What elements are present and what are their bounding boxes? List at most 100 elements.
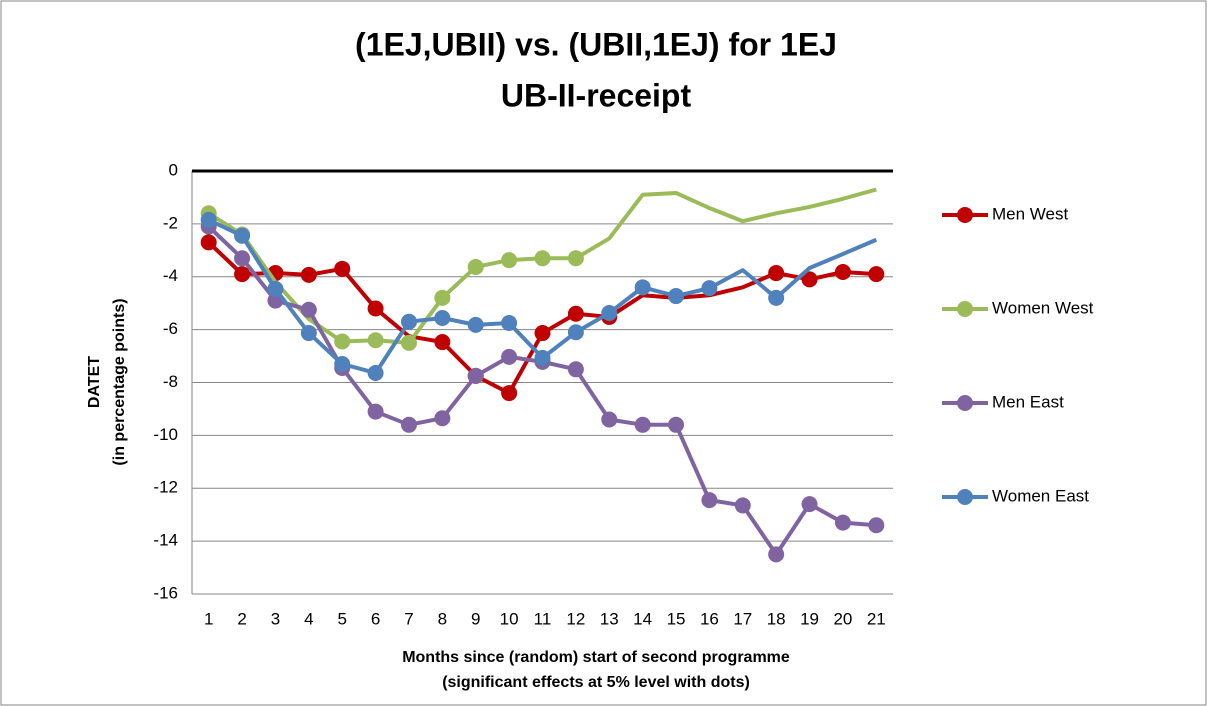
x-tick-label: 6 [371, 609, 380, 628]
data-point [334, 260, 351, 277]
y-tick-label: -6 [163, 319, 178, 338]
data-point [367, 364, 384, 381]
data-point [768, 289, 785, 306]
data-point [634, 416, 651, 433]
data-point [467, 258, 484, 275]
data-point [400, 313, 417, 330]
y-axis-label: DATET [86, 356, 103, 408]
data-point [234, 250, 251, 267]
data-point [267, 280, 284, 297]
data-point [534, 325, 551, 342]
x-tick-label: 18 [767, 609, 786, 628]
data-point [567, 250, 584, 267]
x-tick-label: 14 [633, 609, 652, 628]
x-tick-label: 20 [833, 609, 852, 628]
legend-marker [957, 301, 973, 317]
data-point [534, 250, 551, 267]
data-point [467, 316, 484, 333]
x-tick-label: 4 [304, 609, 313, 628]
data-point [434, 309, 451, 326]
y-axis-label: (in percentage points) [111, 298, 128, 465]
data-point [567, 361, 584, 378]
x-tick-label: 5 [337, 609, 346, 628]
legend-label: Women West [992, 298, 1094, 317]
y-tick-label: -4 [163, 266, 178, 285]
data-point [534, 349, 551, 366]
data-point [768, 546, 785, 563]
legend-marker [957, 395, 973, 411]
y-tick-label: 0 [169, 160, 178, 179]
data-point [501, 252, 518, 269]
data-point [367, 403, 384, 420]
data-point [501, 348, 518, 365]
data-point [734, 497, 751, 514]
data-point [801, 271, 818, 288]
legend-label: Women East [992, 486, 1089, 505]
x-tick-label: 16 [700, 609, 719, 628]
data-point [834, 263, 851, 280]
data-point [868, 266, 885, 283]
x-tick-label: 10 [500, 609, 519, 628]
legend-marker [957, 207, 973, 223]
y-tick-label: -16 [153, 583, 178, 602]
data-point [300, 301, 317, 318]
data-point [834, 514, 851, 531]
data-point [334, 333, 351, 350]
data-point [501, 385, 518, 402]
legend-marker [957, 489, 973, 505]
data-point [701, 280, 718, 297]
data-point [567, 305, 584, 322]
x-tick-label: 7 [404, 609, 413, 628]
x-tick-label: 3 [271, 609, 280, 628]
data-point [467, 367, 484, 384]
data-point [701, 492, 718, 509]
x-axis-label: (significant effects at 5% level with do… [442, 674, 750, 691]
y-tick-label: -12 [153, 478, 178, 497]
data-point [501, 315, 518, 332]
data-point [367, 332, 384, 349]
data-point [567, 324, 584, 341]
data-point [334, 355, 351, 372]
data-point [234, 227, 251, 244]
data-point [601, 304, 618, 321]
legend-label: Men East [992, 392, 1064, 411]
data-point [200, 234, 217, 251]
y-tick-label: -8 [163, 372, 178, 391]
x-tick-label: 2 [237, 609, 246, 628]
chart-title: UB-II-receipt [501, 77, 692, 113]
legend-label: Men West [992, 204, 1068, 223]
data-point [801, 496, 818, 513]
x-axis-label: Months since (random) start of second pr… [402, 649, 790, 666]
data-point [868, 517, 885, 534]
y-tick-label: -14 [153, 531, 178, 550]
y-tick-label: -10 [153, 425, 178, 444]
data-point [400, 416, 417, 433]
x-tick-label: 11 [534, 609, 552, 628]
x-tick-label: 13 [600, 609, 619, 628]
data-point [601, 411, 618, 428]
y-tick-label: -2 [163, 213, 178, 232]
data-point [434, 334, 451, 351]
x-tick-label: 21 [867, 609, 886, 628]
data-point [400, 334, 417, 351]
x-tick-label: 9 [471, 609, 480, 628]
data-point [434, 410, 451, 427]
x-tick-label: 17 [733, 609, 752, 628]
data-point [434, 289, 451, 306]
data-point [300, 325, 317, 342]
data-point [300, 266, 317, 283]
data-point [668, 416, 685, 433]
x-tick-label: 8 [438, 609, 447, 628]
x-tick-label: 19 [800, 609, 819, 628]
chart-title: (1EJ,UBII) vs. (UBII,1EJ) for 1EJ [355, 26, 837, 62]
data-point [634, 279, 651, 296]
data-point [200, 211, 217, 228]
data-point [234, 266, 251, 283]
data-point [768, 265, 785, 282]
x-tick-label: 15 [667, 609, 686, 628]
data-point [367, 300, 384, 317]
data-point [668, 288, 685, 305]
x-tick-label: 12 [566, 609, 585, 628]
